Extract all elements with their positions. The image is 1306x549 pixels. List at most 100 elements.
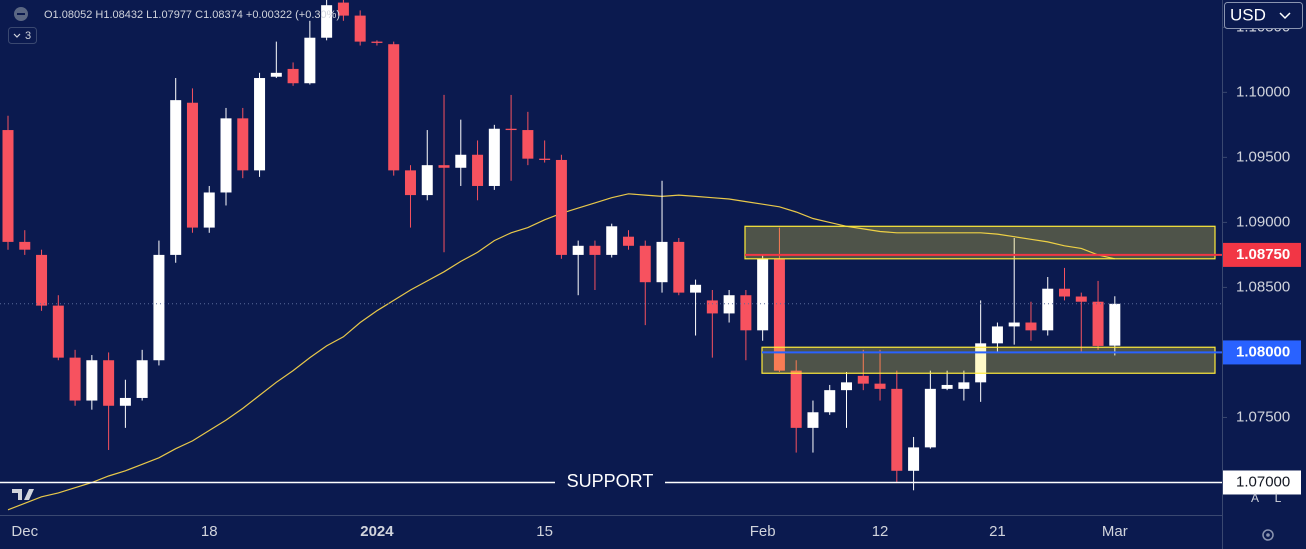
candle-body: [807, 412, 819, 428]
candle-body: [740, 295, 752, 331]
candle-body: [555, 159, 567, 255]
candle-body: [371, 41, 383, 43]
candle-body: [1075, 296, 1087, 302]
level-label: 1.08750: [1236, 246, 1290, 263]
candle-body: [36, 254, 48, 306]
indicator-count: 3: [25, 30, 31, 42]
candle-body: [186, 102, 198, 228]
candle-body: [103, 360, 115, 406]
currency-label: USD: [1230, 5, 1266, 24]
auto-scale-button[interactable]: A: [1251, 491, 1259, 505]
level-label-box: [1223, 340, 1301, 365]
x-tick-label: Dec: [11, 523, 38, 540]
candle-body: [891, 388, 903, 471]
candle-body: [908, 447, 920, 471]
level-label: 1.08000: [1236, 343, 1290, 360]
y-tick-label: 1.07500: [1236, 408, 1290, 425]
candle-body: [19, 241, 31, 250]
zone: [744, 225, 1216, 260]
y-tick-label: 1.10000: [1236, 83, 1290, 100]
x-tick-label: Feb: [750, 523, 776, 540]
y-tick-label: 1.08500: [1236, 278, 1290, 295]
candle-body: [841, 382, 852, 391]
legend-close: C1.08374: [195, 9, 243, 21]
candle-body: [69, 357, 81, 401]
candle-body: [505, 128, 517, 131]
candle-body: [1109, 303, 1121, 346]
candle-body: [539, 158, 551, 160]
candle-body: [690, 284, 702, 293]
candle-body: [254, 78, 266, 171]
candle-body: [975, 343, 987, 383]
level-label-box: [1223, 242, 1301, 267]
candle-body: [119, 397, 131, 406]
indicators-toggle[interactable]: [8, 27, 37, 44]
x-tick-label: 18: [201, 523, 218, 540]
candle-body: [203, 192, 215, 228]
candle-body: [237, 118, 249, 171]
y-tick-label: 1.09000: [1236, 213, 1290, 230]
candle-body: [790, 370, 802, 428]
legend-open: O1.08052: [44, 9, 92, 21]
candle-body: [388, 44, 400, 171]
candle-body: [421, 165, 433, 196]
candle-body: [572, 245, 584, 255]
candle-body: [958, 382, 970, 389]
currency-selector[interactable]: [1224, 2, 1303, 29]
symbol-icon-mark: [17, 13, 25, 15]
candle-body: [220, 118, 232, 193]
chevron-icon: [1279, 12, 1291, 20]
candle-body: [404, 170, 416, 196]
settings-button[interactable]: [1262, 529, 1274, 541]
candle-body: [153, 254, 165, 361]
candle-body: [1025, 322, 1037, 331]
candle-body: [673, 241, 685, 293]
candle-body: [773, 258, 785, 371]
candle-body: [589, 245, 601, 255]
logo[interactable]: [12, 489, 34, 500]
log-scale-button[interactable]: L: [1275, 491, 1282, 505]
candle-body: [354, 15, 366, 42]
x-tick-label: 15: [536, 523, 553, 540]
support-text: SUPPORT: [567, 471, 654, 491]
candle-body: [472, 154, 484, 186]
ohlc-legend: O1.08052 H1.08432 L1.07977 C1.08374 +0.0…: [44, 9, 340, 21]
axes: 1.075001.085001.090001.095001.100001.105…: [11, 18, 1301, 540]
candle-body: [1092, 301, 1104, 346]
candle-body: [337, 2, 349, 16]
candle-body: [639, 245, 651, 283]
candle-body: [287, 68, 299, 84]
candle-body: [606, 226, 618, 255]
support-label: 1.07000: [1236, 473, 1290, 490]
candle-body: [488, 128, 500, 186]
legend-low: L1.07977: [146, 9, 192, 21]
candle-body: [941, 384, 953, 389]
candle-body: [304, 37, 316, 84]
legend-high: H1.08432: [95, 9, 143, 21]
settings-icon-dot: [1266, 533, 1270, 537]
zone: [761, 346, 1216, 374]
candle-body: [1008, 322, 1020, 327]
candle-body: [874, 383, 886, 389]
candle-body: [522, 130, 534, 159]
x-tick-label: Mar: [1102, 523, 1128, 540]
candle-body: [857, 375, 869, 384]
support-label-box: [1223, 470, 1301, 495]
candle-body: [136, 360, 148, 398]
candle-body: [321, 5, 333, 38]
x-tick-label: 12: [872, 523, 889, 540]
candle-body: [924, 388, 936, 448]
legend-change: +0.00322 (+0.30%): [246, 9, 340, 21]
candle-body: [1042, 288, 1054, 331]
candle-body: [455, 154, 467, 168]
candle-body: [723, 295, 735, 314]
candle-body: [2, 130, 14, 242]
chevron-icon: [13, 33, 21, 38]
candle-body: [622, 236, 634, 246]
x-tick-label: 2024: [360, 523, 394, 540]
plot-area: SUPPORT: [0, 0, 1222, 511]
candle-body: [270, 72, 282, 77]
candle-body: [656, 241, 668, 283]
